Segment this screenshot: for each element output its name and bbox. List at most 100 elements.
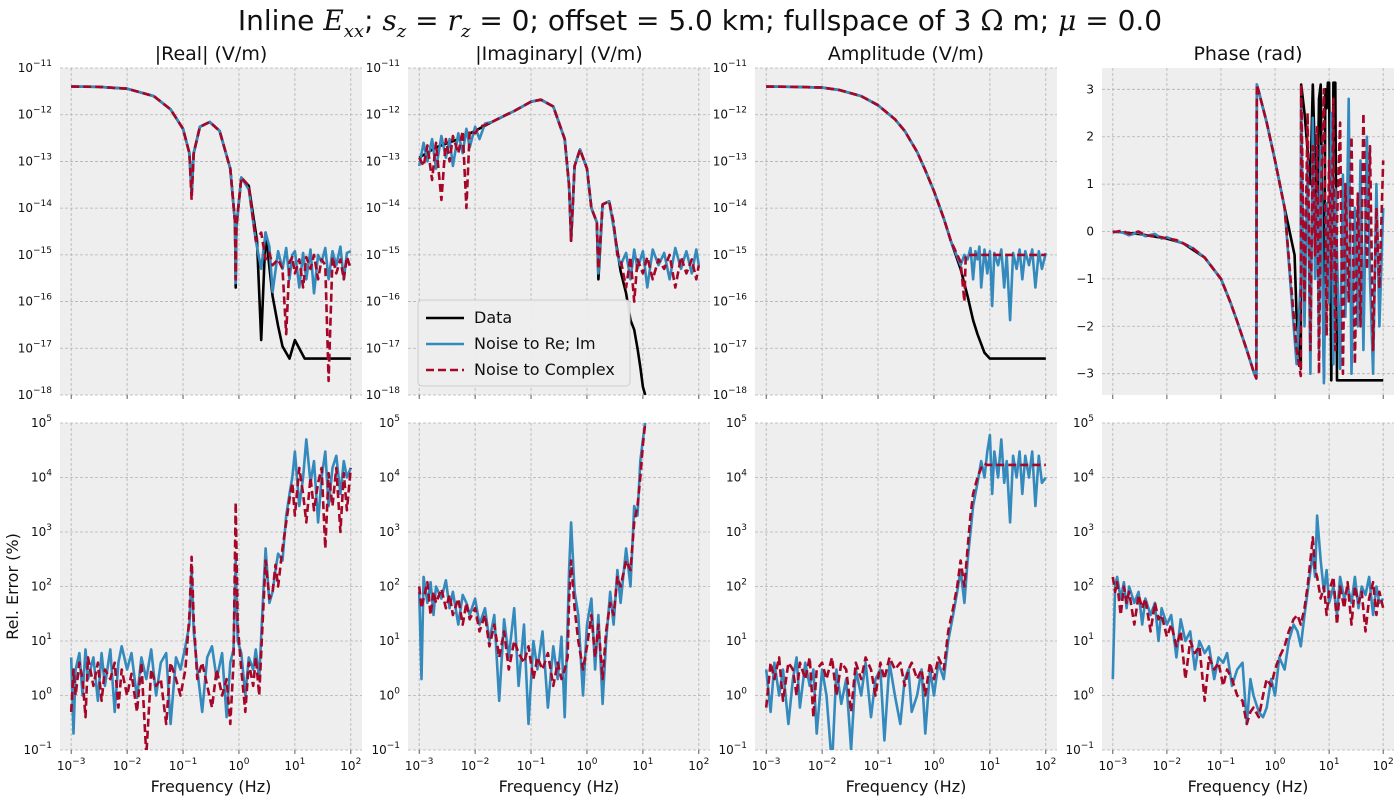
title-part: Ω [980,4,1003,37]
y-tick-label: 10−13 [18,152,52,168]
x-tick-label: 10−3 [405,757,434,773]
legend-label-data: Data [474,308,512,327]
y-tick-label: 10−15 [713,246,747,262]
y-tick-label: 104 [379,469,400,485]
x-tick-label: 10−2 [1153,757,1182,773]
plot-area [60,68,362,395]
series-line-noise-to-complex [764,462,1046,719]
y-tick-label: 103 [1073,523,1094,539]
x-axis-label: Frequency (Hz) [151,777,272,796]
series-line-noise-to-complex [69,466,353,750]
y-tick-label: 105 [379,414,400,430]
x-tick-label: 10−1 [1207,757,1236,773]
x-tick-label: 100 [228,757,249,773]
y-tick-label: 103 [31,523,52,539]
y-tick-label: 10−1 [23,741,52,757]
y-tick-label: 105 [31,414,52,430]
title-part: xx [344,21,364,42]
x-tick-label: 10−2 [113,757,142,773]
y-tick-label: 10−11 [18,59,52,75]
y-tick-label: 10−12 [366,106,400,122]
x-tick-label: 10−3 [752,757,781,773]
plot-area [755,68,1057,395]
y-tick-label: 10−16 [713,293,748,309]
y-tick-label: 103 [726,523,747,539]
y-tick-label: 10−13 [713,152,747,168]
series-line-noise-to-complex [1111,536,1385,726]
panel-7: 10−3 10−2 10−1 100 101 102 10−1 100 101 102 103 104… [718,414,1057,796]
y-tick-label: 10−15 [18,246,52,262]
panel-title: |Imaginary| (V/m) [475,43,642,65]
x-axis-label: Frequency (Hz) [1188,777,1309,796]
y-tick-label: 102 [31,578,52,594]
y-tick-label: −3 [1076,367,1094,381]
y-tick-label: 10−17 [366,339,400,355]
title-part: Inline [238,4,323,37]
y-tick-label: 0 [1086,225,1094,239]
x-tick-label: 101 [284,757,305,773]
y-tick-label: 10−17 [713,339,747,355]
x-tick-label: 102 [340,757,361,773]
x-tick-label: 10−1 [864,757,893,773]
y-tick-label: 3 [1086,82,1094,96]
y-tick-label: 10−11 [713,59,747,75]
y-tick-label: 10−18 [18,386,53,402]
x-tick-label: 10−1 [169,757,198,773]
series-line-noise-to-complex [418,98,701,303]
y-tick-label: 10−18 [713,386,748,402]
x-tick-label: 102 [1373,757,1394,773]
x-tick-label: 10−3 [57,757,86,773]
y-tick-label: 100 [379,687,400,703]
series-line-noise-to-re-im [417,98,701,289]
x-tick-label: 102 [1035,757,1056,773]
y-tick-label: 100 [1073,687,1094,703]
series-line-noise-to-complex [417,423,647,688]
y-tick-label: 10−1 [718,741,747,757]
x-tick-label: 10−2 [461,757,490,773]
y-tick-label: 10−1 [1065,741,1094,757]
panel-5: 10−3 10−2 10−1 100 101 102 10−1 100 101 102 103 104… [3,414,362,796]
series-line-noise-to-re-im [764,433,1047,750]
x-tick-label: 10−2 [808,757,837,773]
y-tick-label: 104 [1073,469,1094,485]
y-tick-label: 101 [31,632,52,648]
title-part: ; [364,4,382,37]
y-tick-label: 10−18 [366,386,401,402]
y-tick-label: 2 [1086,130,1094,144]
panel-4: −3 −2 −1 0 1 2 3 Phase (rad) [1076,43,1394,399]
y-tick-label: 10−11 [366,59,400,75]
y-tick-label: 102 [726,578,747,594]
y-tick-label: −1 [1076,272,1094,286]
title-part: z [396,21,407,42]
figure-title: Inline Exx; sz = rz = 0; offset = 5.0 km… [238,4,1162,42]
y-tick-label: 1 [1086,177,1094,191]
series-line-noise-to-complex [766,85,1046,303]
panel-title: |Real| (V/m) [155,43,268,65]
y-tick-label: 10−16 [366,293,401,309]
title-part: E [322,4,343,37]
y-tick-label: 105 [1073,414,1094,430]
title-part: z [460,21,471,42]
y-tick-label: 10−12 [713,106,747,122]
panel-3: 10−18 10−17 10−16 10−15 10−14 10−13 10−12 10−11… [713,43,1057,402]
y-tick-label: 101 [1073,632,1094,648]
y-tick-label: 102 [1073,578,1094,594]
title-part: = 0; offset [470,4,627,37]
y-axis-label: Rel. Error (%) [3,533,22,640]
y-tick-label: 101 [726,632,747,648]
y-tick-label: 10−16 [18,293,53,309]
panel-title: Phase (rad) [1193,43,1302,65]
x-tick-label: 101 [1319,757,1340,773]
x-tick-label: 10−1 [517,757,546,773]
legend-label-noise-to-re-im: Noise to Re; Im [474,334,596,353]
y-tick-label: 10−14 [366,199,401,215]
series-line-noise-to-re-im [766,85,1048,322]
y-tick-label: −2 [1076,319,1094,333]
y-tick-label: 105 [726,414,747,430]
y-tick-label: 101 [379,632,400,648]
y-tick-label: 10−14 [713,199,748,215]
y-tick-label: 102 [379,578,400,594]
x-axis-label: Frequency (Hz) [846,777,967,796]
title-part: = [627,4,668,37]
